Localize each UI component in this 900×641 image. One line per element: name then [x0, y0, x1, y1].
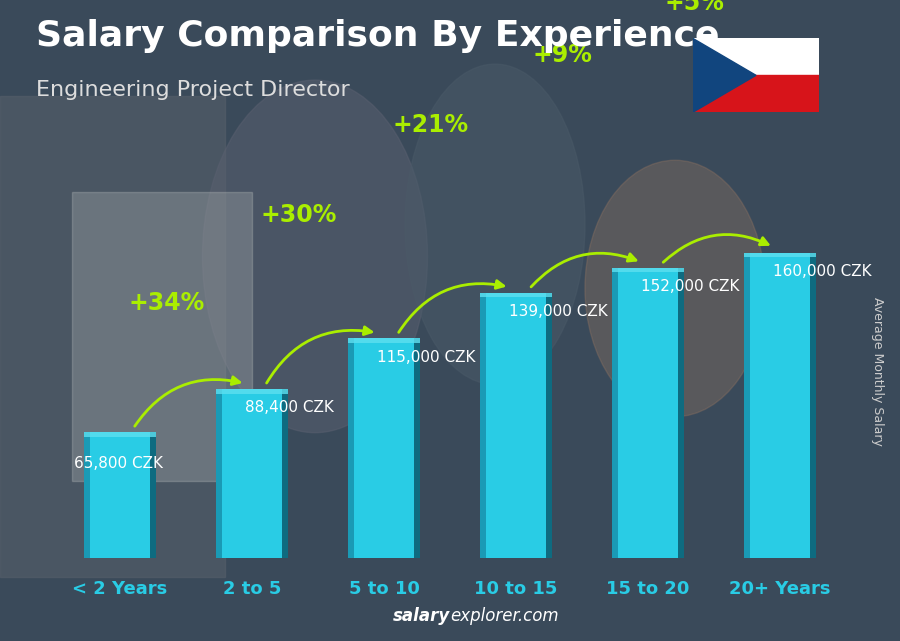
Text: 139,000 CZK: 139,000 CZK	[509, 304, 608, 319]
Bar	[84, 432, 157, 437]
FancyBboxPatch shape	[743, 253, 816, 558]
Text: +5%: +5%	[664, 0, 725, 15]
Ellipse shape	[405, 64, 585, 385]
Bar	[810, 253, 816, 558]
Bar	[216, 389, 288, 394]
Bar	[414, 338, 420, 558]
Text: 2 to 5: 2 to 5	[223, 580, 281, 598]
Text: +9%: +9%	[532, 43, 592, 67]
Text: Salary Comparison By Experience: Salary Comparison By Experience	[36, 19, 719, 53]
Text: 10 to 15: 10 to 15	[474, 580, 558, 598]
FancyBboxPatch shape	[84, 432, 157, 558]
FancyArrowPatch shape	[266, 327, 372, 383]
FancyArrowPatch shape	[531, 253, 636, 287]
Text: +21%: +21%	[392, 113, 468, 137]
Text: Engineering Project Director: Engineering Project Director	[36, 80, 350, 100]
Bar	[743, 253, 751, 558]
Bar	[612, 268, 618, 558]
FancyBboxPatch shape	[216, 389, 288, 558]
Text: 160,000 CZK: 160,000 CZK	[773, 264, 872, 279]
Text: salary: salary	[392, 607, 450, 625]
Text: 65,800 CZK: 65,800 CZK	[74, 456, 163, 471]
FancyArrowPatch shape	[399, 281, 504, 332]
Bar	[347, 338, 355, 558]
Bar	[347, 338, 420, 343]
Polygon shape	[693, 38, 756, 112]
FancyArrowPatch shape	[135, 377, 239, 426]
Bar	[84, 432, 90, 558]
Text: +30%: +30%	[260, 203, 337, 227]
Text: 88,400 CZK: 88,400 CZK	[246, 400, 334, 415]
Bar	[72, 192, 252, 481]
Text: 20+ Years: 20+ Years	[729, 580, 831, 598]
FancyBboxPatch shape	[612, 268, 684, 558]
FancyBboxPatch shape	[480, 293, 553, 558]
Bar	[612, 268, 684, 272]
Text: explorer.com: explorer.com	[450, 607, 559, 625]
Text: 5 to 10: 5 to 10	[348, 580, 419, 598]
Bar	[216, 389, 222, 558]
Text: 15 to 20: 15 to 20	[607, 580, 689, 598]
Bar	[149, 432, 157, 558]
Text: 115,000 CZK: 115,000 CZK	[377, 349, 476, 365]
Bar	[693, 76, 819, 112]
Bar	[545, 293, 553, 558]
Ellipse shape	[585, 160, 765, 417]
Bar	[678, 268, 684, 558]
Text: 152,000 CZK: 152,000 CZK	[642, 279, 740, 294]
Bar	[480, 293, 486, 558]
Text: < 2 Years: < 2 Years	[72, 580, 167, 598]
FancyBboxPatch shape	[347, 338, 420, 558]
FancyArrowPatch shape	[663, 235, 768, 262]
Text: +34%: +34%	[128, 291, 204, 315]
Bar	[0, 96, 225, 577]
Bar	[282, 389, 288, 558]
Bar	[693, 38, 819, 76]
Bar	[743, 253, 816, 257]
Ellipse shape	[202, 80, 428, 433]
Text: Average Monthly Salary: Average Monthly Salary	[871, 297, 884, 446]
Bar	[480, 293, 553, 297]
